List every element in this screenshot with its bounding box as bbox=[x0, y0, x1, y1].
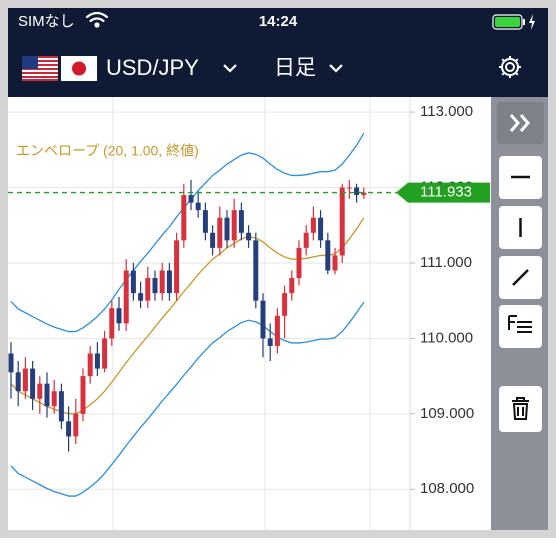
candle-body bbox=[109, 308, 115, 339]
envelope-middle bbox=[10, 217, 365, 415]
last-price-tag bbox=[396, 182, 490, 203]
candle-body bbox=[58, 391, 64, 422]
timeframe[interactable]: 日足 bbox=[274, 57, 316, 80]
y-tick-label: 111.000 bbox=[420, 254, 472, 271]
battery-icon bbox=[492, 14, 535, 30]
y-tick-label: 113.000 bbox=[420, 103, 473, 120]
wifi-icon bbox=[85, 11, 109, 28]
y-tick-label: 109.000 bbox=[420, 405, 474, 422]
candle-body bbox=[339, 187, 345, 256]
indicator-label: エンベロープ (20, 1.00, 終値) bbox=[16, 143, 199, 159]
candle-body bbox=[73, 413, 79, 437]
fibonacci-tool[interactable] bbox=[499, 305, 542, 348]
vertical-line-tool[interactable] bbox=[499, 206, 542, 249]
candle-body bbox=[130, 270, 136, 294]
delete-button[interactable] bbox=[499, 386, 542, 432]
candle-body bbox=[274, 315, 280, 346]
candle-body bbox=[361, 192, 367, 196]
pair-dropdown[interactable] bbox=[223, 64, 237, 73]
candle-body bbox=[116, 308, 122, 324]
candle-body bbox=[303, 232, 309, 248]
candle-body bbox=[260, 300, 266, 339]
plot: 108.000109.000110.000111.000112.000113.0… bbox=[8, 103, 490, 497]
candle-body bbox=[267, 338, 273, 346]
candle-body bbox=[80, 376, 86, 414]
candle-body bbox=[138, 293, 144, 301]
candle-body bbox=[166, 270, 172, 294]
candle-body bbox=[44, 383, 50, 407]
candle-body bbox=[246, 232, 252, 241]
candle-body bbox=[30, 368, 36, 399]
candle-body bbox=[346, 187, 352, 189]
us-flag[interactable] bbox=[22, 56, 58, 81]
candle-body bbox=[159, 270, 165, 294]
clock: 14:24 bbox=[259, 13, 298, 30]
candle-body bbox=[202, 210, 208, 233]
candle-body bbox=[231, 210, 237, 241]
candle-body bbox=[253, 240, 259, 301]
candle-body bbox=[282, 293, 288, 316]
candle-body bbox=[181, 195, 187, 241]
candle-body bbox=[94, 353, 100, 369]
candle-body bbox=[37, 383, 43, 399]
chart-area bbox=[8, 97, 491, 530]
candle-body bbox=[318, 217, 324, 241]
candle-body bbox=[289, 278, 295, 294]
candle-body bbox=[217, 217, 223, 248]
expand-button[interactable] bbox=[497, 102, 544, 144]
candle-body bbox=[87, 353, 93, 377]
candle-body bbox=[102, 338, 108, 369]
candle-body bbox=[224, 217, 230, 241]
last-price-label: 111.933 bbox=[420, 184, 472, 201]
candle-body bbox=[195, 202, 201, 211]
candle-body bbox=[152, 278, 158, 294]
candle-body bbox=[332, 255, 338, 271]
candle-body bbox=[210, 232, 216, 248]
candle-body bbox=[325, 240, 331, 271]
envelope-lower bbox=[10, 301, 365, 497]
candle-body bbox=[22, 368, 28, 392]
candle-body bbox=[238, 210, 244, 233]
candle-body bbox=[15, 372, 21, 392]
envelope-upper bbox=[10, 132, 365, 333]
candle-body bbox=[296, 247, 302, 279]
candle-body bbox=[354, 187, 360, 196]
trend-line-tool[interactable] bbox=[499, 256, 542, 299]
candle-body bbox=[8, 353, 14, 373]
settings-button[interactable] bbox=[499, 56, 521, 78]
carrier: SIMなし bbox=[18, 13, 75, 30]
candle-body bbox=[174, 240, 180, 294]
candle-body bbox=[310, 217, 316, 233]
timeframe-dropdown[interactable] bbox=[329, 64, 343, 73]
y-tick-label: 108.000 bbox=[420, 480, 474, 497]
horizontal-line-tool[interactable] bbox=[499, 156, 542, 199]
y-tick-label: 110.000 bbox=[420, 329, 473, 346]
candle-body bbox=[123, 270, 129, 324]
currency-pair[interactable]: USD/JPY bbox=[106, 55, 199, 80]
candle-body bbox=[145, 278, 151, 301]
candle-body bbox=[66, 421, 72, 437]
candle-body bbox=[51, 391, 57, 407]
jp-flag[interactable] bbox=[61, 56, 97, 81]
candle-body bbox=[188, 195, 194, 203]
